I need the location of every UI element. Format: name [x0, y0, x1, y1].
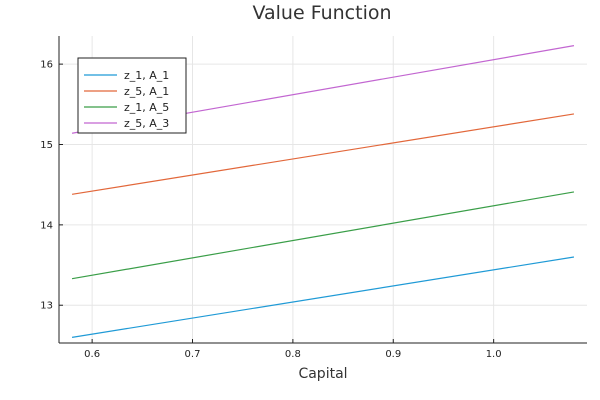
- legend: z_1, A_1 z_5, A_1 z_1, A_5 z_5, A_3: [77, 57, 187, 134]
- x-tick-label: 1.0: [486, 349, 502, 360]
- y-tick-label: 15: [40, 140, 53, 151]
- axes: [58, 36, 587, 344]
- x-tick-label: 0.7: [185, 349, 201, 360]
- series-line-2: [71, 113, 575, 195]
- legend-label-2: z_5, A_1: [124, 85, 169, 98]
- y-tick-label: 14: [40, 220, 53, 231]
- y-tick-label: 13: [40, 301, 53, 312]
- legend-label-1: z_1, A_1: [124, 69, 169, 82]
- tick-labels: 0.6 0.7 0.8 0.9 1.0 13 14 15 16: [40, 60, 501, 360]
- legend-box: [77, 57, 187, 134]
- x-tick-label: 0.8: [285, 349, 301, 360]
- legend-label-3: z_1, A_5: [124, 101, 169, 114]
- x-tick-label: 0.6: [84, 349, 100, 360]
- series-line-3: [71, 191, 575, 280]
- grid-lines: [59, 36, 587, 343]
- legend-label-4: z_5, A_3: [124, 117, 169, 130]
- x-tick-label: 0.9: [385, 349, 401, 360]
- y-tick-label: 16: [40, 60, 53, 71]
- x-axis-label: Capital: [298, 366, 347, 382]
- chart-title: Value Function: [252, 2, 391, 24]
- series-line-1: [71, 256, 575, 338]
